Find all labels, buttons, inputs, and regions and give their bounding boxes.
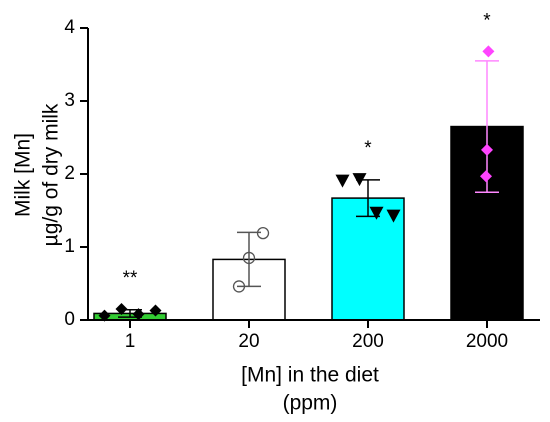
y-tick-label: 4 [64, 17, 75, 38]
x-axis-label: (ppm) [283, 392, 338, 415]
data-point [482, 45, 495, 58]
y-tick-label: 2 [64, 163, 75, 184]
data-point [98, 309, 111, 322]
data-point [242, 251, 256, 265]
data-point [352, 173, 367, 187]
significance: ** [123, 268, 138, 289]
data-point [335, 174, 350, 188]
y-axis-label: Milk [Mn] [12, 133, 35, 217]
data-point [369, 206, 384, 220]
x-tick-label: 200 [352, 331, 384, 352]
data-point [480, 170, 492, 183]
significance: * [483, 10, 491, 31]
y-axis-label: µg/g of dry milk [40, 103, 63, 246]
data-point [132, 308, 145, 321]
x-tick-label: 2000 [466, 331, 508, 352]
y-tick-label: 1 [64, 236, 75, 257]
significance: * [364, 138, 372, 159]
data-point [481, 143, 493, 156]
data-point [256, 226, 270, 240]
x-axis-label: [Mn] in the diet [241, 364, 379, 387]
x-tick-label: 20 [238, 331, 259, 352]
error-bar [475, 60, 499, 193]
y-tick-label: 3 [64, 90, 75, 111]
data-point [149, 304, 162, 317]
data-point [232, 280, 246, 293]
x-tick-label: 1 [125, 331, 136, 352]
y-tick-label: 0 [64, 309, 75, 330]
data-point [115, 303, 128, 316]
data-point [386, 209, 401, 223]
